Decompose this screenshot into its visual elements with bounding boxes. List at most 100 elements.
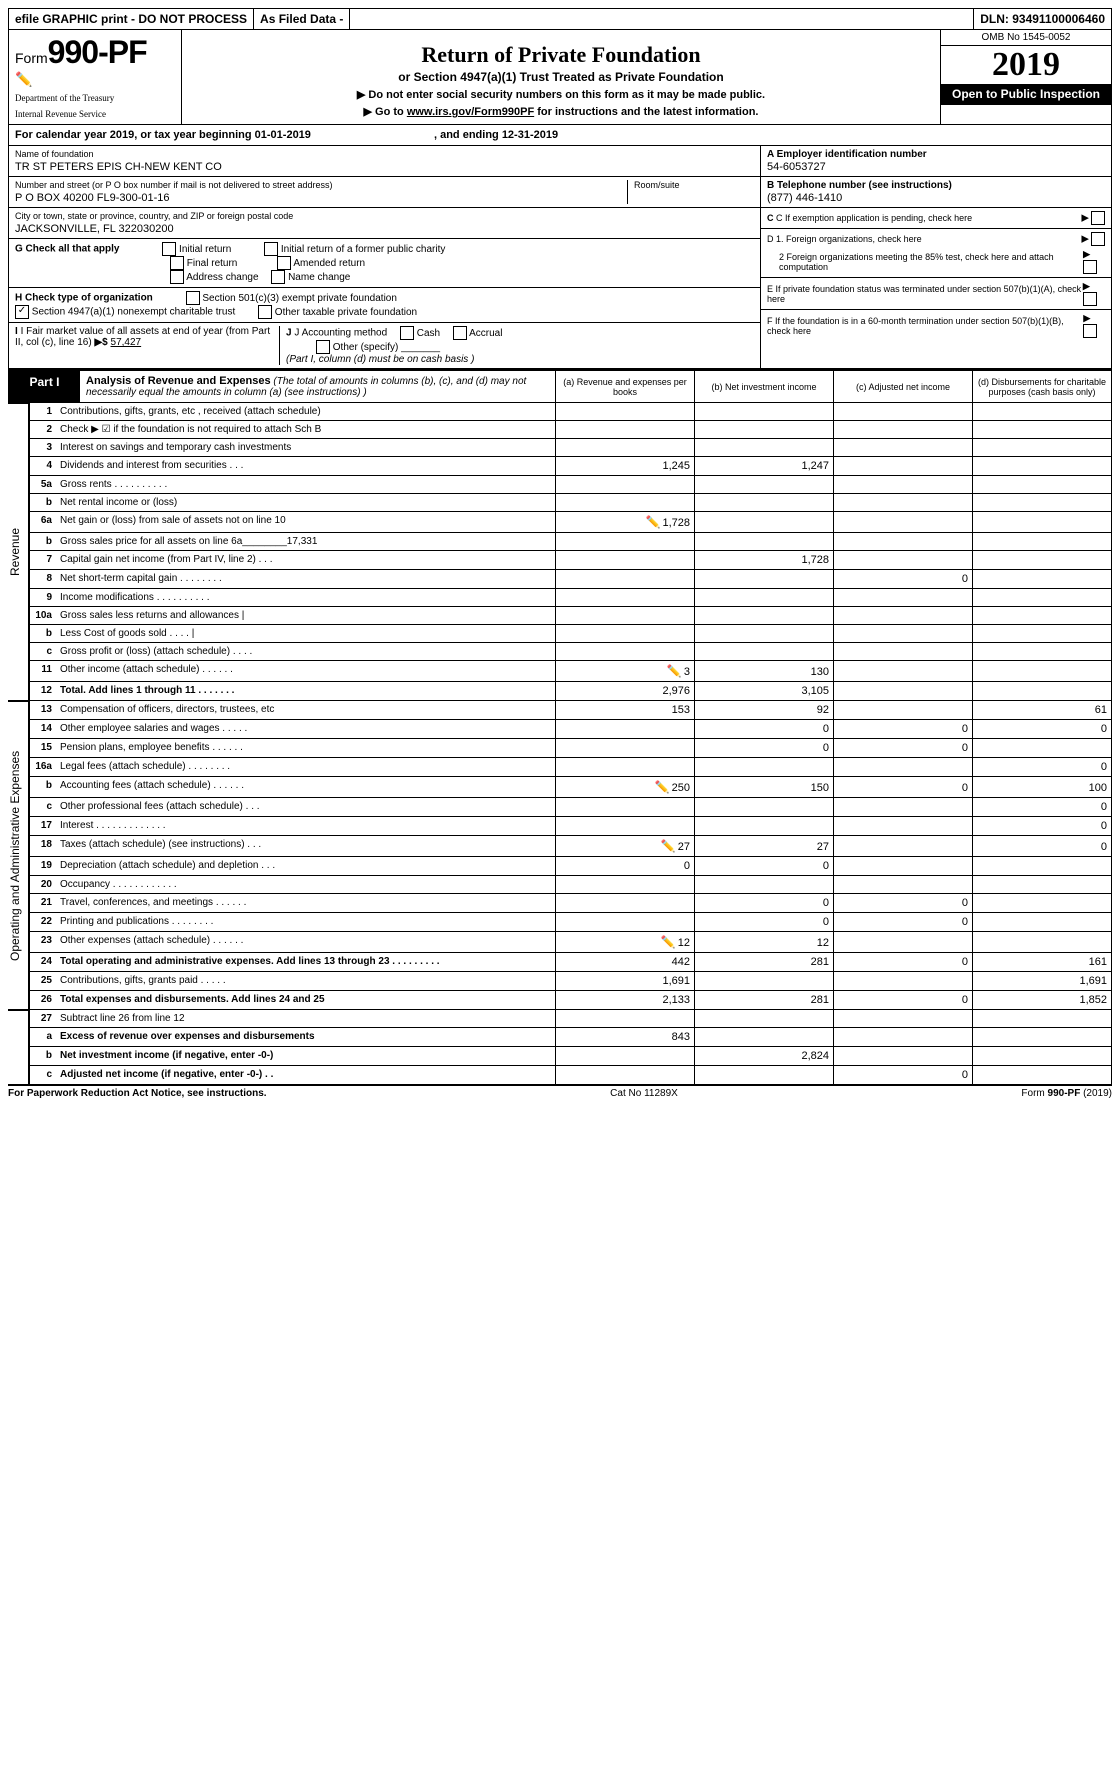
checkbox-501c3[interactable] [186, 291, 200, 305]
col-d [973, 607, 1112, 625]
col-c [834, 607, 973, 625]
col-d [973, 661, 1112, 682]
col-d [973, 512, 1112, 533]
col-b-head: (b) Net investment income [694, 371, 833, 402]
table-row: 4Dividends and interest from securities … [30, 457, 1112, 476]
col-c: 0 [834, 913, 973, 932]
col-d [973, 403, 1112, 421]
col-c [834, 457, 973, 476]
line-num: c [30, 798, 57, 817]
line-num: 6a [30, 512, 57, 533]
col-c [834, 494, 973, 512]
col-c [834, 589, 973, 607]
efile-notice: efile GRAPHIC print - DO NOT PROCESS [9, 9, 254, 29]
col-c [834, 643, 973, 661]
e-cell: E If private foundation status was termi… [761, 278, 1111, 310]
checkbox-4947[interactable]: ✓ [15, 305, 29, 319]
checkbox-initial[interactable] [162, 242, 176, 256]
col-b [695, 607, 834, 625]
col-b [695, 1028, 834, 1047]
checkbox-f[interactable] [1083, 324, 1097, 338]
col-d [973, 857, 1112, 876]
f-cell: F If the foundation is in a 60-month ter… [761, 310, 1111, 341]
line-num: 13 [30, 701, 57, 720]
col-a [556, 1066, 695, 1085]
col-a: 153 [556, 701, 695, 720]
col-d: 0 [973, 836, 1112, 857]
expenses-section: Operating and Administrative Expenses 13… [8, 701, 1112, 1010]
col-d [973, 913, 1112, 932]
city-cell: City or town, state or province, country… [9, 208, 760, 239]
checkbox-j-other[interactable] [316, 340, 330, 354]
line-desc: Excess of revenue over expenses and disb… [56, 1028, 556, 1047]
col-b [695, 643, 834, 661]
col-b: 27 [695, 836, 834, 857]
line-desc: Dividends and interest from securities .… [56, 457, 556, 476]
col-d: 0 [973, 817, 1112, 836]
table-row: cAdjusted net income (if negative, enter… [30, 1066, 1112, 1085]
col-c [834, 661, 973, 682]
checkbox-other-tax[interactable] [258, 305, 272, 319]
part1-desc: Analysis of Revenue and Expenses (The to… [80, 371, 555, 402]
top-bar-spacer [350, 9, 974, 29]
col-d: 1,852 [973, 991, 1112, 1010]
col-b: 0 [695, 913, 834, 932]
g-label: G Check all that apply [15, 244, 119, 255]
room-label: Room/suite [634, 180, 680, 190]
table-row: 3Interest on savings and temporary cash … [30, 439, 1112, 457]
checkbox-c[interactable] [1091, 211, 1105, 225]
checkbox-final[interactable] [170, 256, 184, 270]
line-num: 15 [30, 739, 57, 758]
checkbox-d1[interactable] [1091, 232, 1105, 246]
col-a [556, 1047, 695, 1066]
col-d: 161 [973, 953, 1112, 972]
checkbox-e[interactable] [1083, 292, 1097, 306]
line-desc: Subtract line 26 from line 12 [56, 1010, 556, 1028]
line-num: 10a [30, 607, 57, 625]
cal-end: , and ending 12-31-2019 [434, 129, 558, 141]
title-box: Return of Private Foundation or Section … [182, 30, 940, 124]
col-c [834, 857, 973, 876]
line-num: 24 [30, 953, 57, 972]
checkbox-d2[interactable] [1083, 260, 1097, 274]
col-d [973, 1028, 1112, 1047]
col-c [834, 1047, 973, 1066]
col-c [834, 798, 973, 817]
expenses-table: 13Compensation of officers, directors, t… [29, 701, 1112, 1010]
line-num: 17 [30, 817, 57, 836]
col-c [834, 421, 973, 439]
col-a: 2,976 [556, 682, 695, 701]
line-desc: Adjusted net income (if negative, enter … [56, 1066, 556, 1085]
col-b [695, 533, 834, 551]
line-desc: Other employee salaries and wages . . . … [56, 720, 556, 739]
dept-treasury: Department of the Treasury [15, 94, 175, 104]
checkbox-cash[interactable] [400, 326, 414, 340]
form-title: Return of Private Foundation [188, 42, 934, 68]
e-label: E If private foundation status was termi… [767, 284, 1083, 304]
checkbox-namechange[interactable] [271, 270, 285, 284]
col-c [834, 1028, 973, 1047]
table-row: 8Net short-term capital gain . . . . . .… [30, 570, 1112, 589]
col-b: 2,824 [695, 1047, 834, 1066]
form-number: Form990-PF [15, 34, 175, 71]
checkbox-accrual[interactable] [453, 326, 467, 340]
col-b [695, 589, 834, 607]
col-c [834, 551, 973, 570]
col-c: 0 [834, 1066, 973, 1085]
j-cash: Cash [417, 328, 440, 339]
col-d [973, 551, 1112, 570]
col-a [556, 913, 695, 932]
line-desc: Occupancy . . . . . . . . . . . . [56, 876, 556, 894]
line-num: a [30, 1028, 57, 1047]
line-num: b [30, 533, 57, 551]
col-a [556, 589, 695, 607]
line-desc: Other professional fees (attach schedule… [56, 798, 556, 817]
checkbox-initial-former[interactable] [264, 242, 278, 256]
foundation-name: TR ST PETERS EPIS CH-NEW KENT CO [15, 161, 754, 173]
checkbox-addrchange[interactable] [170, 270, 184, 284]
checkbox-amended[interactable] [277, 256, 291, 270]
irs-link[interactable]: www.irs.gov/Form990PF [407, 106, 534, 118]
table-row: 20Occupancy . . . . . . . . . . . . [30, 876, 1112, 894]
table-row: 15Pension plans, employee benefits . . .… [30, 739, 1112, 758]
col-b: 1,728 [695, 551, 834, 570]
